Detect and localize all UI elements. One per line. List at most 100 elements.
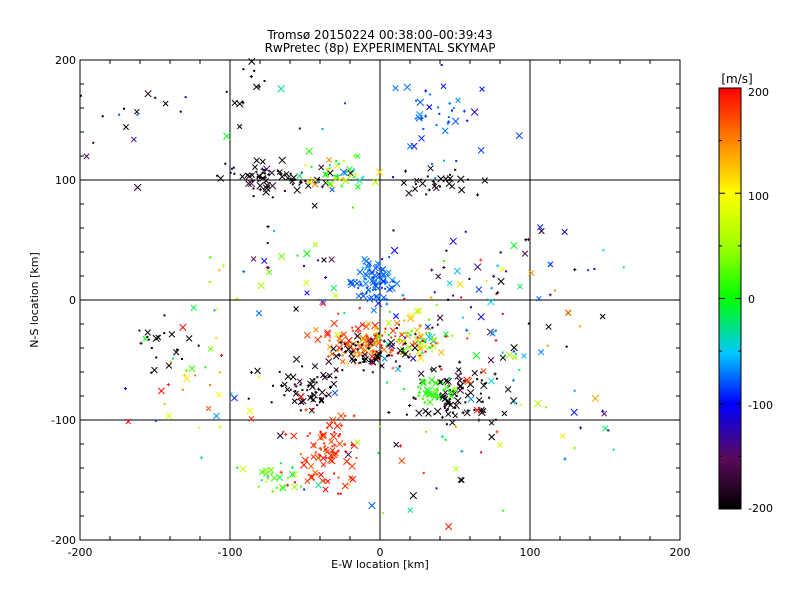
data-point-dot [339, 335, 342, 338]
data-point-cross [427, 165, 434, 172]
data-point-plus [403, 169, 408, 173]
data-point-dot [431, 344, 434, 347]
data-point-plus [382, 339, 386, 343]
data-point-plus [495, 430, 499, 434]
data-point-cross [375, 168, 384, 176]
data-point-plus [266, 266, 270, 270]
data-point-cross [261, 257, 268, 265]
data-point-dot [378, 332, 381, 335]
data-point-cross [259, 158, 266, 165]
data-point-dot [301, 389, 304, 392]
data-point-dot [405, 413, 408, 416]
data-point-plus [462, 109, 466, 113]
data-point-dot [357, 287, 360, 290]
data-point-plus [442, 388, 446, 392]
data-point-cross [398, 457, 406, 465]
data-point-dot [356, 340, 359, 343]
data-point-dot [430, 162, 433, 165]
data-point-dot [259, 176, 262, 179]
data-point-dot [118, 113, 121, 116]
data-point-cross [305, 147, 314, 156]
data-point-dot [136, 113, 139, 116]
data-point-cross [385, 319, 393, 327]
data-point-cross [311, 363, 319, 370]
data-point-cross [340, 168, 348, 177]
y-tick-label: 0 [69, 294, 76, 307]
data-point-cross [452, 412, 458, 419]
data-point-cross [315, 481, 322, 489]
data-point-dot [299, 383, 302, 386]
data-point-cross [454, 397, 462, 405]
data-point-dot [342, 179, 345, 182]
data-point-dot [579, 325, 582, 328]
data-point-cross [311, 202, 318, 209]
data-point-cross [473, 263, 482, 271]
data-point-cross [134, 108, 140, 115]
data-point-dot [381, 334, 384, 337]
data-point-cross [591, 394, 600, 403]
data-point-cross [350, 357, 357, 364]
data-point-cross [510, 241, 518, 250]
data-point-dot [388, 310, 391, 313]
data-point-dot [150, 371, 153, 374]
data-point-dot [263, 169, 266, 172]
data-point-plus [387, 410, 391, 415]
data-point-plus [221, 264, 225, 268]
colorbar-tick-label: -200 [748, 502, 773, 515]
data-point-plus [352, 414, 356, 418]
data-point-cross [446, 280, 453, 287]
data-point-plus [340, 184, 344, 188]
data-point-dot [372, 332, 375, 335]
data-point-dot [92, 141, 95, 144]
data-point-cross [375, 334, 382, 340]
data-point-dot [371, 289, 374, 292]
data-point-dot [324, 445, 327, 448]
data-point-cross [310, 453, 317, 460]
data-point-cross [454, 372, 462, 380]
data-point-plus [184, 368, 189, 373]
data-point-plus [257, 85, 261, 89]
data-point-dot [270, 472, 273, 475]
data-point-cross [256, 173, 263, 180]
data-point-dot [415, 99, 418, 102]
data-point-dot [420, 178, 423, 181]
data-point-cross [334, 331, 341, 338]
data-point-plus [242, 270, 246, 274]
data-point-cross [320, 461, 327, 468]
data-point-dot [263, 79, 266, 82]
data-point-dot [442, 159, 445, 162]
data-point-cross [456, 383, 464, 390]
data-point-cross [437, 175, 445, 183]
data-point-plus [360, 291, 364, 296]
data-point-dot [198, 426, 201, 429]
data-point-plus [407, 355, 411, 359]
data-point-plus [304, 408, 308, 412]
data-point-cross [451, 117, 460, 126]
data-point-dot [321, 127, 324, 130]
data-point-dot [320, 335, 323, 338]
data-point-cross [418, 135, 425, 142]
data-point-dot [308, 432, 311, 435]
data-point-dot [481, 400, 484, 403]
data-point-cross [292, 390, 299, 397]
data-point-cross [480, 381, 488, 390]
data-point-dot [424, 350, 427, 353]
data-point-plus [354, 343, 358, 347]
data-point-cross [599, 313, 606, 320]
data-point-cross [168, 331, 176, 338]
data-point-plus [218, 370, 222, 375]
data-point-cross [207, 345, 214, 352]
data-point-dot [435, 382, 438, 385]
data-point-dot [338, 340, 341, 343]
data-point-dot [293, 481, 296, 484]
data-point-dot [304, 180, 307, 183]
data-point-dot [411, 329, 414, 332]
data-point-dot [310, 474, 313, 477]
data-point-dot [434, 177, 437, 180]
data-point-cross [488, 377, 495, 385]
data-point-cross [564, 309, 572, 316]
data-point-plus [372, 275, 376, 279]
data-point-cross [407, 143, 414, 150]
data-point-cross [309, 377, 316, 384]
data-point-cross [416, 98, 425, 106]
